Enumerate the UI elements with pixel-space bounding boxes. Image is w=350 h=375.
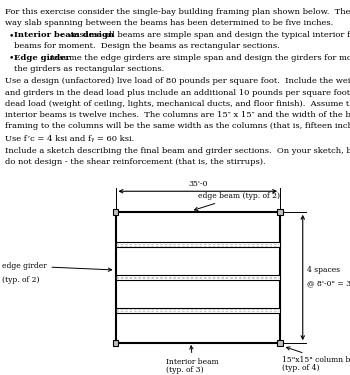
Text: the girders as rectangular sections.: the girders as rectangular sections. (14, 65, 164, 73)
Polygon shape (116, 308, 280, 313)
Text: Interior beam design: Interior beam design (14, 31, 114, 39)
Polygon shape (277, 340, 283, 346)
Text: (typ. of 4): (typ. of 4) (282, 364, 319, 372)
Text: and girders in the dead load plus include an additional 10 pounds per square foo: and girders in the dead load plus includ… (5, 88, 350, 96)
Text: Edge girder: Edge girder (14, 54, 70, 62)
Text: •: • (9, 31, 14, 40)
Text: framing to the columns will be the same width as the columns (that is, fifteen i: framing to the columns will be the same … (5, 122, 350, 130)
Text: edge girder: edge girder (2, 262, 112, 272)
Text: :  Assume all beams are simple span and design the typical interior floor: : Assume all beams are simple span and d… (61, 31, 350, 39)
Text: edge beam (typ. of 2): edge beam (typ. of 2) (195, 192, 280, 210)
Polygon shape (116, 212, 280, 343)
Text: :  Assume the edge girders are simple span and design the girders for moment.  D: : Assume the edge girders are simple spa… (41, 54, 350, 62)
Text: @ 8'-0" = 32'-0: @ 8'-0" = 32'-0 (307, 279, 350, 287)
Text: (typ. of 3): (typ. of 3) (166, 366, 204, 374)
Polygon shape (113, 209, 118, 215)
Text: 35'-0: 35'-0 (188, 180, 208, 188)
Text: (typ. of 2): (typ. of 2) (2, 276, 39, 284)
Text: Include a sketch describing the final beam and girder sections.  On your sketch,: Include a sketch describing the final be… (5, 147, 350, 155)
Text: Use f’c = 4 ksi and fᵧ = 60 ksi.: Use f’c = 4 ksi and fᵧ = 60 ksi. (5, 135, 134, 142)
Polygon shape (116, 242, 280, 248)
Text: 15"x15" column below: 15"x15" column below (282, 347, 350, 364)
Text: beams for moment.  Design the beams as rectangular sections.: beams for moment. Design the beams as re… (14, 42, 280, 50)
Text: Use a design (unfactored) live load of 80 pounds per square foot.  Include the w: Use a design (unfactored) live load of 8… (5, 77, 350, 85)
Text: 4 spaces: 4 spaces (307, 266, 340, 274)
Polygon shape (116, 275, 280, 280)
Text: Interior beam: Interior beam (166, 346, 219, 366)
Text: interior beams is twelve inches.  The columns are 15″ x 15″ and the width of the: interior beams is twelve inches. The col… (5, 111, 350, 119)
Polygon shape (277, 209, 283, 215)
Text: For this exercise consider the single-bay building framing plan shown below.  Th: For this exercise consider the single-ba… (5, 8, 350, 15)
Polygon shape (113, 340, 118, 346)
Text: way slab spanning between the beams has been determined to be five inches.: way slab spanning between the beams has … (5, 19, 334, 27)
Text: do not design - the shear reinforcement (that is, the stirrups).: do not design - the shear reinforcement … (5, 158, 266, 166)
Text: dead load (weight of ceiling, lights, mechanical ducts, and floor finish).  Assu: dead load (weight of ceiling, lights, me… (5, 100, 350, 108)
Text: •: • (9, 54, 14, 63)
